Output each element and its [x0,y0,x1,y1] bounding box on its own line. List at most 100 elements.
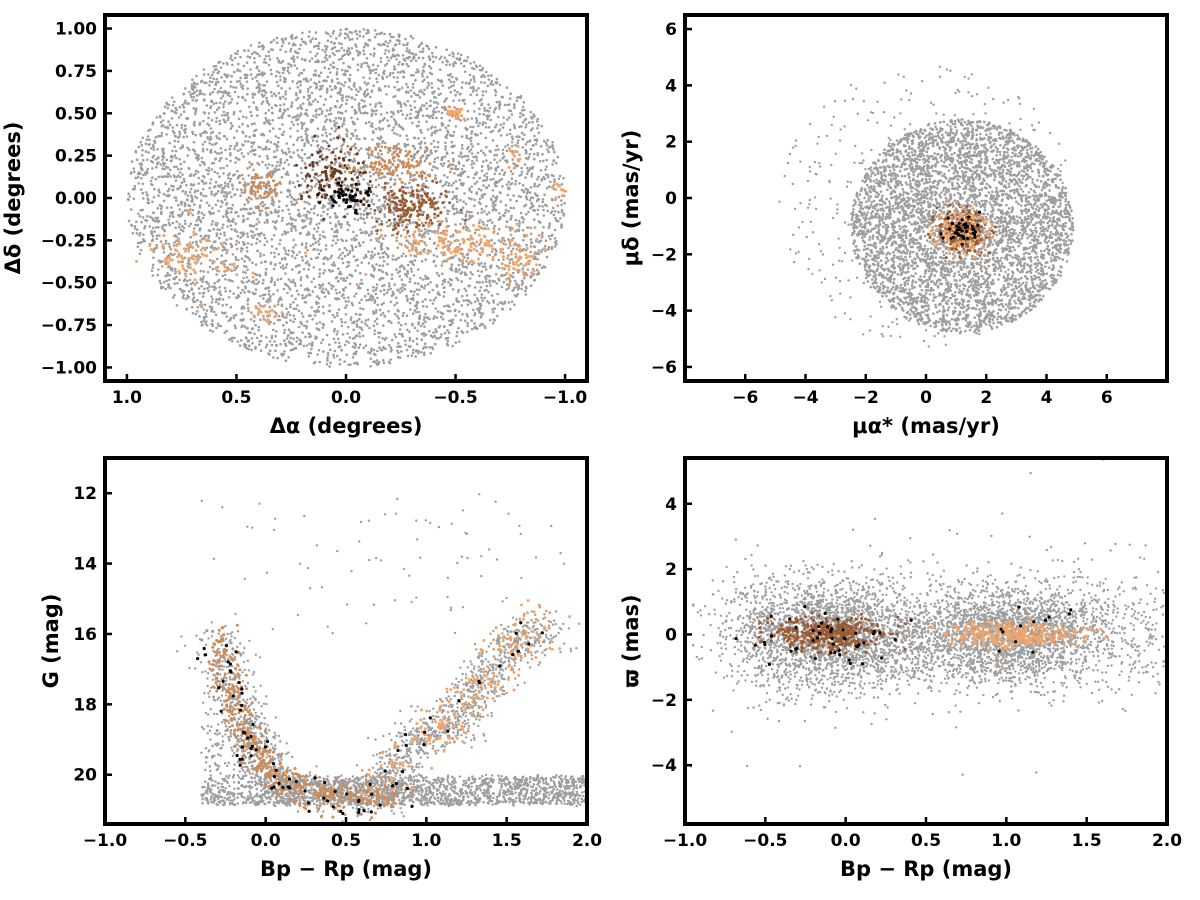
field-star-point [250,243,253,246]
field-star-point [396,271,400,274]
field-star-point [497,129,501,133]
field-star-point [443,174,446,177]
field-star-point [470,197,473,201]
field-star-point [405,294,409,298]
field-star-point [286,291,289,295]
field-star-point [191,298,195,302]
field-star-point [408,277,412,281]
field-star-point [548,224,551,227]
field-star-point [330,40,333,44]
field-star-point [314,256,318,260]
field-star-point [462,299,466,302]
field-star-point [427,81,430,85]
field-star-point [207,282,210,286]
field-star-point [405,82,408,86]
field-star-point [291,254,294,258]
field-star-point [541,198,545,201]
field-star-point [215,120,218,123]
field-star-point [388,224,392,227]
field-star-point [416,282,420,285]
field-star-point [148,138,151,142]
field-star-point [455,276,458,280]
field-star-point [383,315,387,318]
field-star-point [330,47,334,51]
field-star-point [344,109,348,113]
field-star-point [232,314,236,318]
field-star-point [421,72,424,75]
field-star-point [359,228,362,231]
field-star-point [307,351,311,355]
field-star-point [340,320,344,324]
field-star-point [373,320,377,323]
field-star-point [475,297,479,300]
field-star-point [414,59,418,63]
field-star-point [151,123,154,126]
field-star-point [482,151,485,155]
field-star-point [460,86,464,89]
field-star-point [353,98,357,101]
field-star-point [166,175,170,178]
field-star-point [338,358,342,361]
field-star-point [336,99,339,103]
field-star-point [234,243,238,246]
field-star-point [375,283,379,286]
field-star-point [374,102,378,106]
field-star-point [485,145,488,149]
field-star-point [323,269,327,272]
field-star-point [371,226,375,229]
field-star-point [443,105,447,109]
field-star-point [327,179,331,183]
field-star-point [269,280,273,284]
field-star-point [433,315,436,318]
field-star-point [251,93,255,96]
field-star-point [377,208,380,211]
field-star-point [308,222,312,225]
field-star-point [533,157,536,161]
field-star-point [340,223,344,226]
field-star-point [489,130,493,134]
field-star-point [375,363,379,366]
field-star-point [424,320,427,324]
field-star-point [198,291,201,295]
field-star-point [370,108,374,112]
field-star-point [203,140,207,144]
field-star-point [403,287,407,291]
field-star-point [343,208,347,211]
field-star-point [329,164,332,167]
field-star-point [358,137,361,141]
field-star-point [335,37,338,40]
field-star-point [418,232,422,236]
field-star-point [400,254,404,258]
field-star-point [271,119,275,122]
field-star-point [243,218,246,222]
field-star-point [329,112,333,116]
field-star-point [435,247,438,250]
field-star-point [295,336,299,340]
field-star-point [518,182,521,185]
field-star-point [359,307,362,310]
field-star-point [420,140,423,144]
field-star-point [396,71,400,74]
field-star-point [453,172,456,175]
field-star-point [284,90,288,93]
field-star-point [465,128,469,132]
field-star-point [290,195,293,199]
field-star-point [498,172,502,176]
field-star-point [243,260,246,263]
field-star-point [261,201,265,204]
field-star-point [485,284,489,288]
field-star-point [218,286,221,289]
field-star-point [325,87,329,91]
field-star-point [521,228,525,232]
field-star-point [554,216,557,220]
field-star-point [229,263,232,266]
field-star-point [261,204,265,208]
field-star-point [244,343,247,347]
field-star-point [373,267,377,270]
field-star-point [441,282,444,286]
field-star-point [463,102,467,105]
field-star-point [333,349,337,353]
field-star-point [334,117,338,120]
field-star-point [282,151,285,154]
field-star-point [384,234,387,237]
